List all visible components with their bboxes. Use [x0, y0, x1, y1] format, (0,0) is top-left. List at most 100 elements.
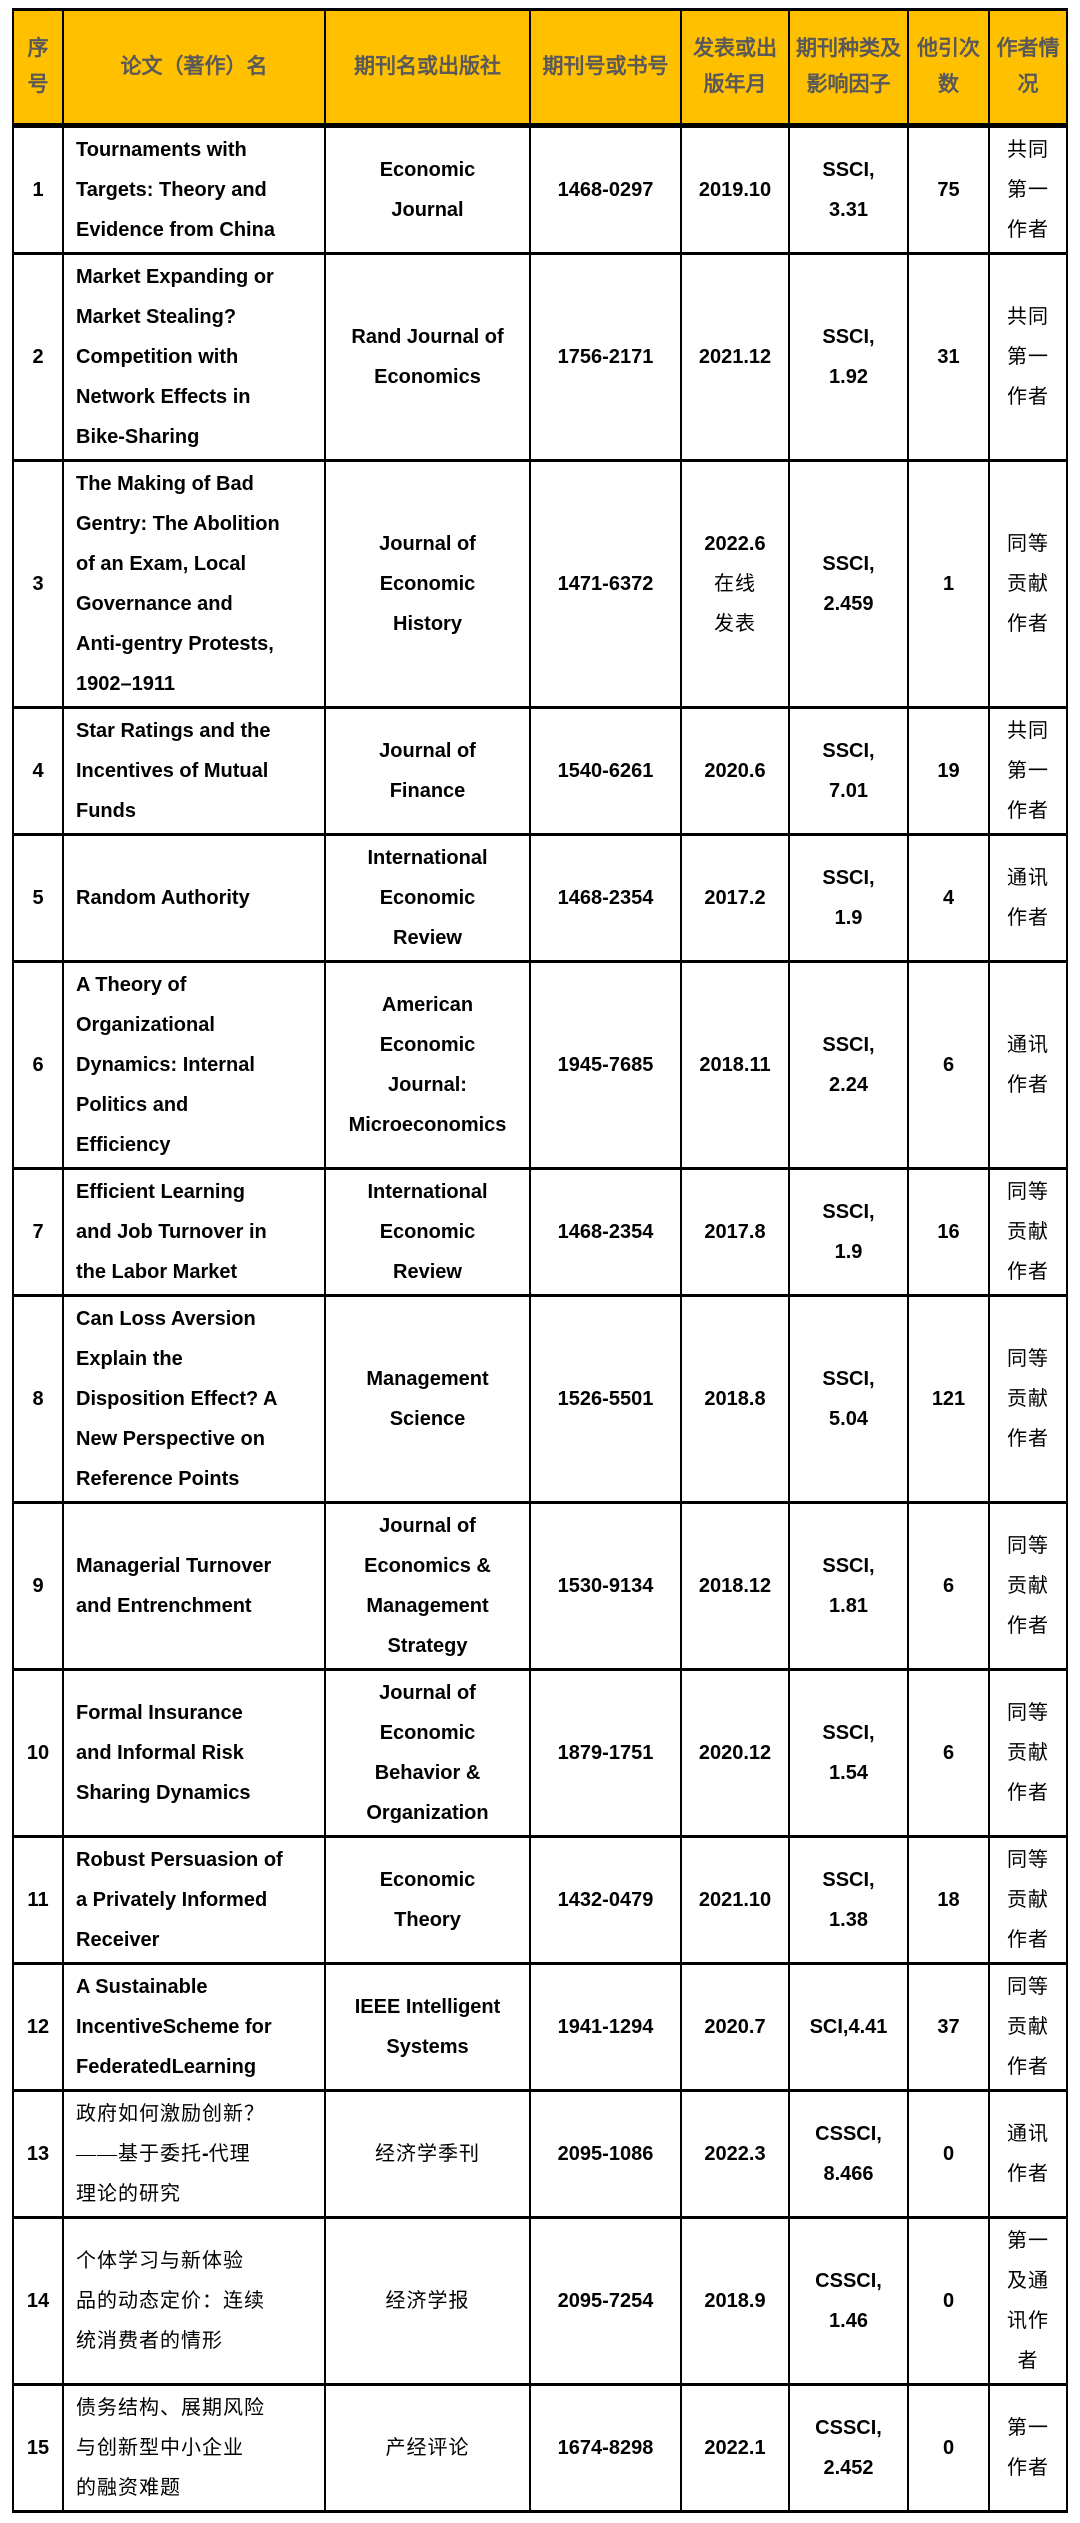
- cell-serial-number: 4: [12, 706, 64, 836]
- cell-index-impact-factor: SCI,4.41: [788, 1962, 909, 2092]
- cell-issn: 1471-6372: [529, 459, 682, 709]
- cell-author-role: 通讯 作者: [988, 833, 1068, 963]
- cell-citation-count: 16: [907, 1167, 990, 1297]
- cell-serial-number: 7: [12, 1167, 64, 1297]
- cell-index-impact-factor: SSCI, 2.459: [788, 459, 909, 709]
- cell-serial-number: 14: [12, 2216, 64, 2386]
- table-row: 2 Market Expanding or Market Stealing? Co…: [12, 252, 1068, 462]
- cell-paper-title: Robust Persuasion of a Privately Informe…: [62, 1835, 326, 1965]
- cell-index-impact-factor: SSCI, 2.24: [788, 960, 909, 1170]
- table-row: 10 Formal Insurance and Informal Risk Sha…: [12, 1668, 1068, 1838]
- header-issn: 期刊号或书号: [529, 8, 682, 128]
- cell-author-role: 共同 第一 作者: [988, 124, 1068, 255]
- cell-paper-title: The Making of Bad Gentry: The Abolition …: [62, 459, 326, 709]
- cell-paper-title: Tournaments with Targets: Theory and Evi…: [62, 124, 326, 255]
- table-row: 4 Star Ratings and the Incentives of Mutu…: [12, 706, 1068, 836]
- cell-issn: 1945-7685: [529, 960, 682, 1170]
- cell-citation-count: 4: [907, 833, 990, 963]
- cell-author-role: 通讯 作者: [988, 2089, 1068, 2219]
- cell-journal-name: Journal of Economic History: [324, 459, 531, 709]
- cell-serial-number: 10: [12, 1668, 64, 1838]
- cell-issn: 1674-8298: [529, 2383, 682, 2513]
- cell-journal-name: Economic Journal: [324, 124, 531, 255]
- cell-index-impact-factor: CSSCI, 1.46: [788, 2216, 909, 2386]
- cell-publish-date: 2022.1: [680, 2383, 790, 2513]
- cell-journal-name: Journal of Economics & Management Strate…: [324, 1501, 531, 1671]
- header-publish-date: 发表或出版年月: [680, 8, 790, 128]
- header-journal-name: 期刊名或出版社: [324, 8, 531, 128]
- cell-journal-name: 经济学报: [324, 2216, 531, 2386]
- header-index-impact-factor: 期刊种类及影响因子: [788, 8, 909, 128]
- cell-serial-number: 2: [12, 252, 64, 462]
- cell-paper-title: Formal Insurance and Informal Risk Shari…: [62, 1668, 326, 1838]
- cell-issn: 2095-1086: [529, 2089, 682, 2219]
- cell-serial-number: 8: [12, 1294, 64, 1504]
- cell-paper-title: Efficient Learning and Job Turnover in t…: [62, 1167, 326, 1297]
- cell-index-impact-factor: CSSCI, 2.452: [788, 2383, 909, 2513]
- cell-issn: 1468-2354: [529, 833, 682, 963]
- table-row: 3 The Making of Bad Gentry: The Abolition…: [12, 459, 1068, 709]
- cell-citation-count: 31: [907, 252, 990, 462]
- cell-author-role: 第一 作者: [988, 2383, 1068, 2513]
- cell-serial-number: 3: [12, 459, 64, 709]
- cell-citation-count: 0: [907, 2089, 990, 2219]
- cell-issn: 1468-0297: [529, 124, 682, 255]
- cell-citation-count: 6: [907, 1501, 990, 1671]
- cell-publish-date: 2020.12: [680, 1668, 790, 1838]
- table-row: 8 Can Loss Aversion Explain the Dispositi…: [12, 1294, 1068, 1504]
- cell-author-role: 共同 第一 作者: [988, 706, 1068, 836]
- cell-index-impact-factor: SSCI, 1.38: [788, 1835, 909, 1965]
- cell-issn: 1526-5501: [529, 1294, 682, 1504]
- cell-publish-date: 2019.10: [680, 124, 790, 255]
- cell-paper-title: Managerial Turnover and Entrenchment: [62, 1501, 326, 1671]
- cell-index-impact-factor: SSCI, 5.04: [788, 1294, 909, 1504]
- cell-journal-name: International Economic Review: [324, 1167, 531, 1297]
- cell-publish-date: 2017.2: [680, 833, 790, 963]
- cell-publish-date: 2018.12: [680, 1501, 790, 1671]
- cell-citation-count: 18: [907, 1835, 990, 1965]
- cell-citation-count: 6: [907, 960, 990, 1170]
- header-paper-title: 论文（著作）名: [62, 8, 326, 128]
- cell-author-role: 共同 第一 作者: [988, 252, 1068, 462]
- cell-issn: 2095-7254: [529, 2216, 682, 2386]
- cell-publish-date: 2022.3: [680, 2089, 790, 2219]
- cell-citation-count: 37: [907, 1962, 990, 2092]
- table-body: 1 Tournaments with Targets: Theory and Ev…: [12, 124, 1068, 2513]
- cell-journal-name: International Economic Review: [324, 833, 531, 963]
- cell-index-impact-factor: SSCI, 1.81: [788, 1501, 909, 1671]
- cell-publish-date: 2018.8: [680, 1294, 790, 1504]
- cell-citation-count: 0: [907, 2383, 990, 2513]
- header-serial-number: 序号: [12, 8, 64, 128]
- cell-author-role: 同等 贡献 作者: [988, 1668, 1068, 1838]
- cell-index-impact-factor: SSCI, 1.9: [788, 833, 909, 963]
- cell-journal-name: IEEE Intelligent Systems: [324, 1962, 531, 2092]
- cell-paper-title: 个体学习与新体验 品的动态定价：连续 统消费者的情形: [62, 2216, 326, 2386]
- cell-paper-title: A Theory of Organizational Dynamics: Int…: [62, 960, 326, 1170]
- cell-publish-date: 2018.11: [680, 960, 790, 1170]
- header-citation-count: 他引次数: [907, 8, 990, 128]
- cell-issn: 1468-2354: [529, 1167, 682, 1297]
- cell-issn: 1756-2171: [529, 252, 682, 462]
- cell-publish-date: 2020.6: [680, 706, 790, 836]
- cell-paper-title: 政府如何激励创新？ ——基于委托-代理 理论的研究: [62, 2089, 326, 2219]
- cell-citation-count: 1: [907, 459, 990, 709]
- cell-journal-name: American Economic Journal: Microeconomic…: [324, 960, 531, 1170]
- cell-author-role: 同等 贡献 作者: [988, 1835, 1068, 1965]
- table-row: 12 A Sustainable IncentiveScheme for Fede…: [12, 1962, 1068, 2092]
- cell-serial-number: 6: [12, 960, 64, 1170]
- header-row: 序号 论文（著作）名 期刊名或出版社 期刊号或书号 发表或出版年月 期刊种类及影响因子 他引…: [12, 8, 1068, 128]
- table-row: 9 Managerial Turnover and Entrenchment Jou…: [12, 1501, 1068, 1671]
- cell-index-impact-factor: SSCI, 3.31: [788, 124, 909, 255]
- cell-serial-number: 15: [12, 2383, 64, 2513]
- cell-index-impact-factor: SSCI, 7.01: [788, 706, 909, 836]
- cell-paper-title: A Sustainable IncentiveScheme for Federa…: [62, 1962, 326, 2092]
- cell-serial-number: 5: [12, 833, 64, 963]
- publications-table: 序号 论文（著作）名 期刊名或出版社 期刊号或书号 发表或出版年月 期刊种类及影响因子 他引…: [12, 8, 1068, 2513]
- cell-issn: 1879-1751: [529, 1668, 682, 1838]
- cell-citation-count: 75: [907, 124, 990, 255]
- cell-journal-name: Journal of Economic Behavior & Organizat…: [324, 1668, 531, 1838]
- cell-journal-name: Management Science: [324, 1294, 531, 1504]
- cell-serial-number: 13: [12, 2089, 64, 2219]
